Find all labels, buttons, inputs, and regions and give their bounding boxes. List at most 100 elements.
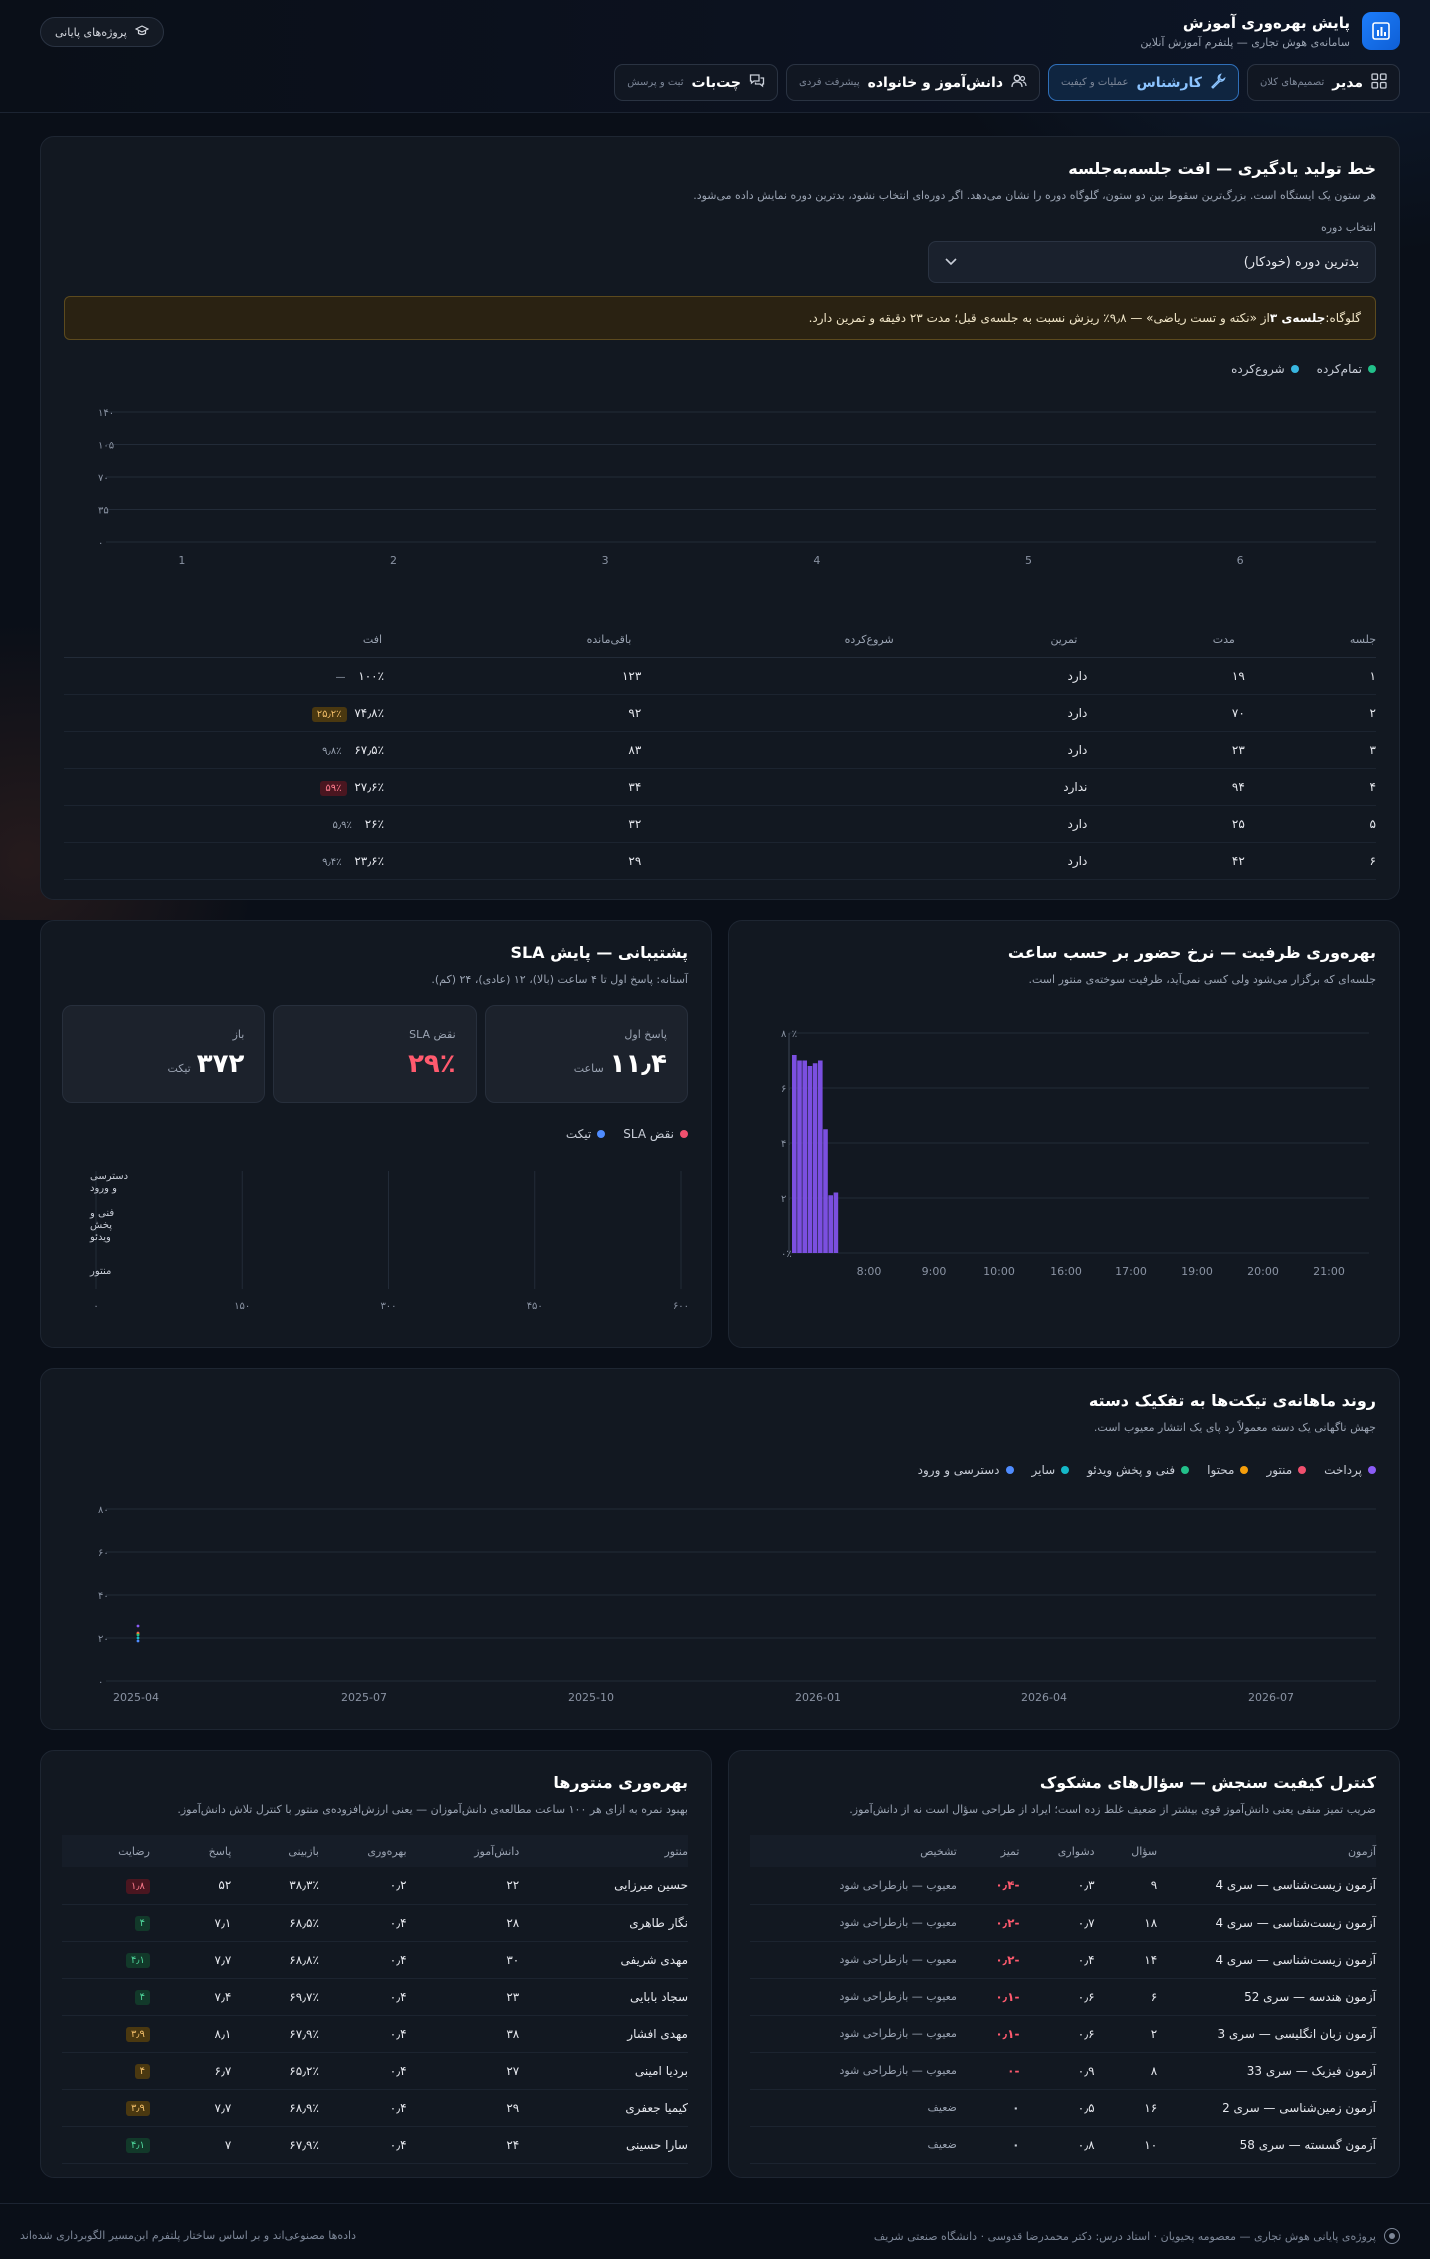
session-cell: ۳ [1369,742,1376,757]
legend-item[interactable]: محتوا [1207,1463,1249,1477]
x-tick-label: 2026-01 [795,1691,841,1704]
question-cell: ۱۸ [1144,1915,1158,1930]
course-select[interactable]: بدترین دوره (خودکار) [928,241,1376,283]
table-header-cell: تمرین [1050,633,1078,647]
quality-card: کنترل کیفیت سنجش — سؤال‌های مشکوک ضریب ت… [728,1750,1400,2178]
table-row: سارا حسینی ۲۴ ۰٫۴ ۶۷٫۹٪ ۷ ۴٫۱ [62,2126,688,2163]
sla-kpis: پاسخ اول ۱۱٫۴ ساعت نقض SLA ۲۹٪ باز ۳۷۲ تیکت [62,1005,688,1103]
discrimination-cell: -۰ [1007,2063,1020,2078]
legend-item[interactable]: سایر [1032,1463,1070,1477]
session-cell: ۱ [1369,668,1376,683]
legend-swatch [1181,1466,1190,1474]
capacity-bar[interactable] [812,1063,818,1253]
table-row: آزمون زیست‌شناسی — سری 4 ۱۴ ۰٫۴ -۰٫۲ معیوب —… [750,1941,1376,1978]
legend-swatch [1368,365,1376,373]
x-tick-label: 8:00 [857,1265,882,1278]
legend-item[interactable]: شروع‌کرده [1231,362,1299,376]
capacity-bar[interactable] [797,1060,802,1254]
exam-cell: آزمون فیزیک — سری 33 [1246,2063,1376,2078]
role-tab-4[interactable]: چت‌بات ثبت و پرسش [614,64,778,101]
exam-cell: آزمون زیست‌شناسی — سری 4 [1215,1952,1376,1967]
mentors-card: بهره‌وری منتورها بهبود نمره به ازای هر ۱… [40,1750,712,2178]
legend-label: دسترسی و ورود [917,1463,1000,1477]
x-tick-label: 20:00 [1247,1265,1279,1278]
diagnosis-cell: ضعیف [927,2138,957,2151]
legend-item[interactable]: تیکت [566,1127,606,1141]
legend-swatch [1240,1466,1249,1474]
ticket-series-point[interactable] [136,1633,140,1637]
x-tick-label: 4 [813,554,820,567]
legend-item[interactable]: دسترسی و ورود [918,1463,1014,1477]
exercise-cell: ندارد [1063,779,1088,794]
started-cell [641,694,903,731]
started-cell [641,805,903,842]
satisfaction-badge: ۴ [134,2064,150,2079]
mentors-table: منتور دانش‌آموز بهره‌وری بازبینی پاسخ رضایت حس… [62,1835,688,2164]
discrimination-cell: ۰ [1012,2137,1020,2152]
capacity-title: بهره‌وری ظرفیت — نرخ حضور بر حسب ساعت [1007,943,1376,962]
ticket-series-point[interactable] [136,1639,140,1643]
legend-item[interactable]: منتور [1266,1463,1307,1477]
difficulty-cell: ۰٫۴ [1077,1952,1095,1967]
kpi-card: باز ۳۷۲ تیکت [62,1005,266,1103]
table-header-cell: بازبینی [288,1844,319,1858]
productivity-cell: ۰٫۴ [389,2063,407,2078]
course-select-value: بدترین دوره (خودکار) [1243,254,1359,270]
legend-item[interactable]: پرداخت [1324,1463,1376,1477]
drop-cell: ۶۷٫۵٪ ۹٫۸٪ [64,731,392,768]
table-header-cell: دانش‌آموز [474,1844,520,1858]
legend-label: شروع‌کرده [1231,362,1285,376]
productivity-cell: ۰٫۴ [389,2026,407,2041]
role-tab-1[interactable]: مدیر تصمیم‌های کلان [1246,64,1400,101]
response-cell: ۸٫۱ [214,2026,232,2041]
ticket-series-point[interactable] [136,1624,140,1628]
legend-label: محتوا [1207,1463,1235,1477]
drop-badge: ۲۵٫۲٪ [311,706,347,722]
legend-item[interactable]: تمام‌کرده [1317,362,1376,376]
role-tab-3[interactable]: دانش‌آموز و خانواده پیشرفت فردی [786,64,1041,101]
duration-cell: ۷۰ [1231,705,1245,720]
mentors-subtitle: بهبود نمره به ازای هر ۱۰۰ ساعت مطالعه‌ی … [177,1803,688,1816]
legend-item[interactable]: نقض SLA [623,1127,688,1141]
x-tick-label: 2026-04 [1021,1691,1067,1704]
alert-prefix: گلوگاه: [1325,311,1361,325]
capacity-bar[interactable] [818,1060,823,1254]
capacity-bar[interactable] [828,1195,833,1253]
duration-cell: ۹۴ [1231,779,1245,794]
role-tabs: مدیر تصمیم‌های کلان کارشناس عملیات و کیفیت د… [614,64,1400,101]
capacity-bar[interactable] [792,1055,797,1253]
x-tick-label: ۴۵۰ [527,1301,543,1312]
drop-badge: ۹٫۴٪ [322,856,342,868]
users-icon [1011,73,1027,93]
response-cell: ۷٫۷ [214,2100,232,2115]
response-cell: ۵۲ [218,1878,232,1893]
table-row: ۶ ۴۲ دارد ۲۹ ۲۳٫۶٪ ۹٫۴٪ [64,842,1376,879]
legend-swatch [1005,1466,1014,1474]
satisfaction-cell: ۳٫۹ [62,2015,156,2052]
ticket-series-point[interactable] [136,1636,140,1640]
role-name: چت‌بات [691,74,742,91]
role-name: مدیر [1332,74,1363,91]
role-desc: عملیات و کیفیت [1061,77,1129,88]
drop-value: ۲۶٪ [360,816,385,831]
capacity-bar[interactable] [802,1060,807,1254]
chat-icon [749,73,765,93]
role-tab-2[interactable]: کارشناس عملیات و کیفیت [1048,64,1239,101]
capacity-bar[interactable] [823,1129,828,1253]
diagnosis-cell: معیوب — بازطراحی شود [839,1878,957,1892]
course-select-label: انتخاب دوره [1320,221,1376,234]
mentor-name-cell: مهدی شریفی [620,1952,688,1967]
satisfaction-badge: ۳٫۹ [125,2027,150,2042]
table-header-cell: سؤال [1131,1844,1158,1858]
legend-item[interactable]: فنی و پخش ویدئو [1087,1463,1190,1477]
response-cell: ۷٫۱ [214,1915,232,1930]
capacity-bar[interactable] [807,1066,813,1253]
capacity-bar[interactable] [833,1192,839,1254]
exercise-cell: دارد [1067,742,1088,757]
final-projects-button[interactable]: پروژه‌های پایانی [40,17,164,47]
satisfaction-cell: ۳٫۹ [62,2089,156,2126]
review-cell: ۶۸٫۹٪ [289,2100,319,2115]
table-header-row: آزمون سؤال دشواری تمیز تشخیص [750,1835,1376,1867]
x-tick-label: ۶۰۰ [673,1301,689,1312]
quality-subtitle: ضریب تمیز منفی یعنی دانش‌آموز قوی بیشتر … [849,1803,1376,1816]
